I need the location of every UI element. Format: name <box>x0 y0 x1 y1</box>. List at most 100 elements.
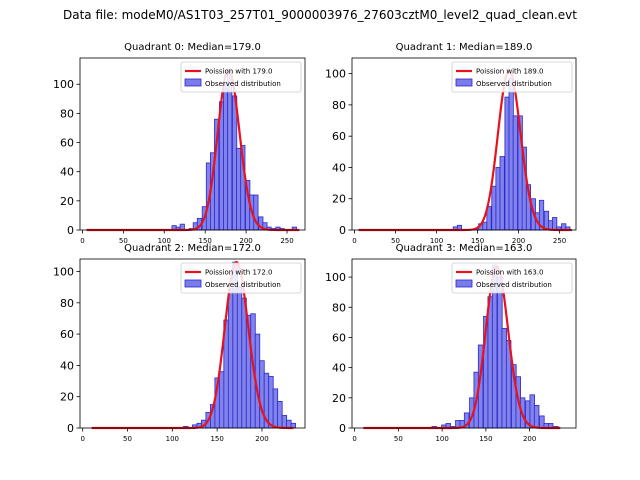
x-tick-label: 200 <box>239 237 252 245</box>
x-tick-label: 0 <box>352 435 356 443</box>
histogram-bar <box>259 360 265 429</box>
legend-observed-label: Observed distribution <box>205 80 281 88</box>
subplot-q2: Quadrant 2: Median=172.0 0 50 100 150 200 0 20 4… <box>53 243 306 443</box>
y-tick-label: 40 <box>332 362 346 375</box>
legend-observed-swatch <box>455 78 473 87</box>
subplot-title: Quadrant 2: Median=172.0 <box>124 243 261 254</box>
legend-observed-label: Observed distribution <box>476 80 552 88</box>
histogram-bar <box>277 400 283 429</box>
plot-frame <box>79 258 306 429</box>
legend-observed-swatch <box>455 279 473 288</box>
legend-box <box>451 262 573 294</box>
legend-poisson-label: Poission with 163.0 <box>476 269 544 277</box>
histogram-bar <box>272 388 279 429</box>
y-tick-label: 20 <box>332 392 346 405</box>
x-tick-label: 0 <box>352 237 356 245</box>
y-tick-label: 0 <box>67 224 74 237</box>
legend-observed-label: Observed distribution <box>476 281 552 289</box>
histogram-bar <box>223 83 229 231</box>
x-tick-label: 150 <box>210 435 223 443</box>
legend-box <box>180 262 302 294</box>
histogram-bar <box>487 296 493 429</box>
y-tick-label: 100 <box>325 68 346 81</box>
plot-frame <box>351 258 577 429</box>
x-tick-label: 100 <box>430 237 443 245</box>
histogram-bar <box>533 404 540 429</box>
y-tick-label: 0 <box>339 224 346 237</box>
legend-observed-swatch <box>184 279 202 288</box>
histogram-bar <box>491 185 497 231</box>
y-tick-label: 100 <box>53 78 74 91</box>
histogram-bar <box>268 375 274 429</box>
histogram-bar <box>227 288 234 429</box>
y-tick-label: 40 <box>60 166 74 179</box>
histogram-bar <box>552 217 558 231</box>
subplot-q0: Quadrant 0: Median=179.0 0 50 100 150 200 250 0… <box>53 42 306 245</box>
subplot-title: Quadrant 3: Median=163.0 <box>396 243 533 254</box>
y-tick-label: 20 <box>60 195 74 208</box>
x-tick-label: 50 <box>123 435 132 443</box>
y-tick-label: 100 <box>53 266 74 279</box>
y-tick-label: 80 <box>332 301 346 314</box>
poisson-fit-line <box>86 68 300 232</box>
histogram-bar <box>504 96 510 231</box>
y-tick-label: 60 <box>332 130 346 143</box>
y-tick-label: 60 <box>60 137 74 150</box>
legend-box <box>180 61 302 93</box>
y-tick-label: 80 <box>60 107 74 120</box>
histogram-bar <box>227 70 233 231</box>
y-tick-label: 100 <box>325 271 346 284</box>
x-tick-label: 250 <box>280 237 293 245</box>
y-tick-label: 60 <box>60 328 74 341</box>
y-tick-label: 20 <box>332 193 346 206</box>
histogram-bar <box>497 276 503 429</box>
x-tick-label: 100 <box>166 435 179 443</box>
histogram-bar <box>512 115 518 231</box>
legend-poisson-label: Poission with 179.0 <box>205 68 273 76</box>
figure-suptitle: Data file: modeM0/AS1T03_257T01_90000039… <box>63 8 577 22</box>
x-tick-label: 200 <box>512 237 525 245</box>
histogram-bar <box>508 77 514 231</box>
x-tick-label: 50 <box>391 237 400 245</box>
x-tick-label: 200 <box>255 435 268 443</box>
histogram-bar <box>539 415 545 429</box>
histogram-bar <box>236 286 243 429</box>
legend-observed-swatch <box>184 78 202 87</box>
x-tick-label: 100 <box>158 237 171 245</box>
legend-poisson-label: Poission with 189.0 <box>476 68 544 76</box>
x-tick-label: 50 <box>394 435 403 443</box>
y-tick-label: 0 <box>339 422 346 435</box>
histogram-bar <box>236 147 242 231</box>
x-tick-label: 150 <box>471 237 484 245</box>
histogram-bar <box>482 221 488 231</box>
legend-observed-label: Observed distribution <box>205 281 281 289</box>
histogram-bar <box>232 95 238 231</box>
x-tick-label: 50 <box>119 237 128 245</box>
x-tick-label: 150 <box>198 237 211 245</box>
plot-frame <box>79 57 306 231</box>
subplot-q1: Quadrant 1: Median=189.0 0 50 100 150 200 250 0… <box>325 42 577 245</box>
histogram-bar <box>501 328 507 429</box>
y-tick-label: 40 <box>332 161 346 174</box>
histogram-bar <box>543 210 550 231</box>
x-tick-label: 0 <box>80 237 84 245</box>
histogram-bar <box>529 394 535 429</box>
histogram-bar <box>286 419 292 429</box>
y-tick-label: 0 <box>67 422 74 435</box>
legend-poisson-label: Poission with 172.0 <box>205 269 273 277</box>
x-tick-label: 200 <box>523 435 536 443</box>
plot-frame <box>351 57 577 231</box>
x-tick-label: 100 <box>435 435 448 443</box>
x-tick-label: 150 <box>479 435 492 443</box>
y-tick-label: 60 <box>332 331 346 344</box>
subplot-q3: Quadrant 3: Median=163.0 0 50 100 150 200 0 20 4… <box>325 243 577 443</box>
x-tick-label: 0 <box>80 435 84 443</box>
histogram-bar <box>495 167 501 231</box>
y-tick-label: 20 <box>60 391 74 404</box>
x-tick-label: 250 <box>553 237 566 245</box>
y-tick-label: 80 <box>60 297 74 310</box>
y-tick-label: 80 <box>332 99 346 112</box>
histogram-bar <box>218 371 225 429</box>
histogram-bar <box>281 415 288 429</box>
histogram-bar <box>499 156 505 231</box>
